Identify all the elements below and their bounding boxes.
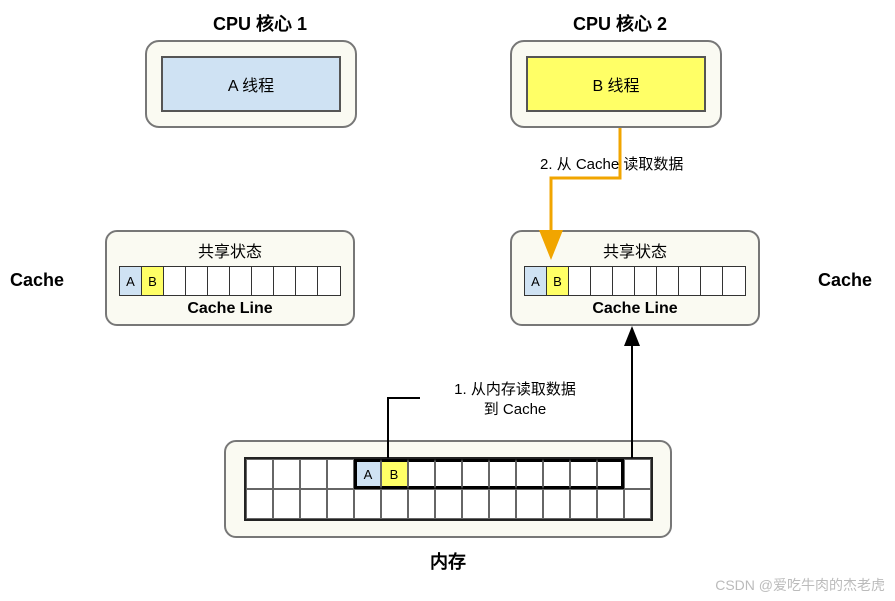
thread-a-label: A 线程 — [228, 72, 274, 96]
memory-row: AB — [246, 459, 651, 489]
cache-cell: A — [120, 267, 142, 295]
memory-cell — [516, 459, 543, 489]
cache-cell — [591, 267, 613, 295]
cache-cell — [613, 267, 635, 295]
cache-right-label: Cache — [818, 270, 872, 291]
memory-cell — [624, 489, 651, 519]
memory-row — [246, 489, 651, 519]
thread-b-label: B 线程 — [592, 72, 639, 96]
memory-cell — [624, 459, 651, 489]
cache-cell — [318, 267, 340, 295]
memory-cell — [570, 459, 597, 489]
memory-cell — [381, 489, 408, 519]
memory-cell — [408, 489, 435, 519]
memory-cell — [597, 459, 624, 489]
cache-cell — [230, 267, 252, 295]
cache-panel-right: 共享状态 AB Cache Line — [510, 230, 760, 326]
memory-cell — [462, 459, 489, 489]
watermark: CSDN @爱吃牛肉的杰老虎 — [715, 575, 885, 595]
cache-cell — [208, 267, 230, 295]
memory-cell — [273, 459, 300, 489]
cache-panel-left: 共享状态 AB Cache Line — [105, 230, 355, 326]
memory-cell — [327, 489, 354, 519]
step1-line2: 到 Cache — [484, 401, 547, 418]
cpu1-box: A 线程 — [145, 40, 357, 128]
cache-line-left-label: Cache Line — [187, 300, 272, 318]
cache-line-right-label: Cache Line — [592, 300, 677, 318]
memory-cell — [300, 489, 327, 519]
memory-label: 内存 — [224, 548, 672, 574]
cache-cell — [569, 267, 591, 295]
memory-cell — [597, 489, 624, 519]
cache-cell — [657, 267, 679, 295]
cache-line-right: AB — [524, 266, 746, 296]
memory-cell — [543, 489, 570, 519]
memory-cell — [570, 489, 597, 519]
cache-left-title: 共享状态 — [198, 238, 262, 262]
cache-cell — [186, 267, 208, 295]
memory-cell — [354, 489, 381, 519]
cache-cell — [635, 267, 657, 295]
cache-left-label: Cache — [10, 270, 64, 291]
cache-cell — [274, 267, 296, 295]
step2-label: 2. 从 Cache 读取数据 — [540, 155, 760, 175]
cache-cell — [296, 267, 318, 295]
memory-cell — [462, 489, 489, 519]
cache-cell — [701, 267, 723, 295]
memory-cell — [246, 459, 273, 489]
memory-panel: AB — [224, 440, 672, 538]
cache-cell: A — [525, 267, 547, 295]
memory-cell — [543, 459, 570, 489]
cpu2-box: B 线程 — [510, 40, 722, 128]
memory-grid: AB — [244, 457, 653, 521]
thread-a-box: A 线程 — [161, 56, 341, 112]
memory-cell — [435, 489, 462, 519]
memory-cell: A — [354, 459, 381, 489]
memory-cell — [273, 489, 300, 519]
cache-line-left: AB — [119, 266, 341, 296]
memory-cell — [489, 489, 516, 519]
cache-cell — [252, 267, 274, 295]
step1-line1: 1. 从内存读取数据 — [454, 381, 576, 398]
step1-label: 1. 从内存读取数据 到 Cache — [415, 380, 615, 421]
cache-right-title: 共享状态 — [603, 238, 667, 262]
memory-cell — [516, 489, 543, 519]
memory-cell — [489, 459, 516, 489]
cpu1-title: CPU 核心 1 — [140, 10, 380, 36]
memory-cell: B — [381, 459, 408, 489]
memory-cell — [408, 459, 435, 489]
cache-cell: B — [142, 267, 164, 295]
thread-b-box: B 线程 — [526, 56, 706, 112]
memory-cell — [435, 459, 462, 489]
cache-cell — [679, 267, 701, 295]
memory-cell — [300, 459, 327, 489]
cpu2-title: CPU 核心 2 — [500, 10, 740, 36]
cache-cell: B — [547, 267, 569, 295]
memory-cell — [327, 459, 354, 489]
cache-cell — [164, 267, 186, 295]
cache-cell — [723, 267, 745, 295]
memory-cell — [246, 489, 273, 519]
